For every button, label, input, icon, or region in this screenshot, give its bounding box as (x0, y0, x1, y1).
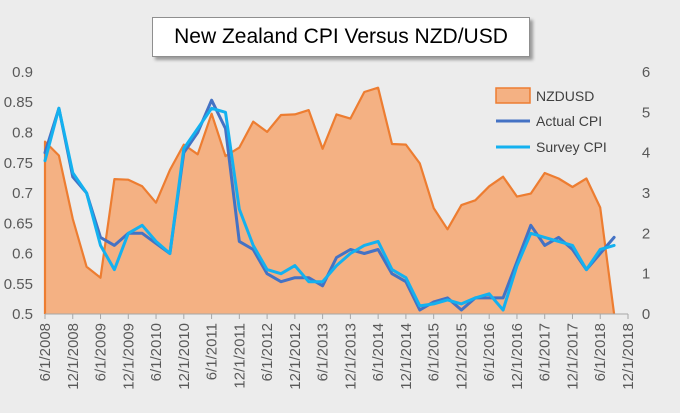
x-tick-label: 12/1/2014 (398, 323, 415, 390)
x-tick-label: 12/1/2009 (120, 323, 137, 390)
y-left-tick-label: 0.75 (4, 155, 33, 172)
x-tick-label: 6/1/2008 (37, 323, 54, 381)
nzdusd-area-fill (45, 87, 615, 314)
x-tick-label: 12/1/2015 (453, 323, 470, 390)
x-tick-label: 6/1/2015 (426, 323, 443, 381)
x-tick-label: 6/1/2018 (592, 323, 609, 381)
x-tick-label: 12/1/2017 (565, 323, 582, 390)
x-tick-label: 6/1/2014 (370, 323, 387, 381)
x-tick-label: 12/1/2012 (287, 323, 304, 390)
y-right-tick-label: 1 (642, 266, 650, 283)
y-left-tick-label: 0.7 (12, 185, 33, 202)
x-tick-label: 6/1/2017 (537, 323, 554, 381)
y-right-tick-label: 5 (642, 104, 650, 121)
chart-title-box: New Zealand CPI Versus NZD/USD (152, 17, 530, 57)
y-right-tick-label: 6 (642, 64, 650, 81)
y-right-tick-label: 4 (642, 145, 650, 162)
x-tick-label: 6/1/2010 (148, 323, 165, 381)
legend-label-nzdusd: NZDUSD (536, 88, 594, 104)
y-left-tick-label: 0.6 (12, 246, 33, 263)
x-tick-label: 6/1/2012 (259, 323, 276, 381)
x-tick-label: 6/1/2013 (315, 323, 332, 381)
survey-cpi-line (43, 106, 616, 312)
x-tick-label: 12/1/2011 (231, 323, 248, 389)
y-left-tick-label: 0.9 (12, 64, 33, 81)
y-right-tick-label: 3 (642, 185, 650, 202)
y-left-tick-label: 0.5 (12, 306, 33, 323)
x-tick-label: 12/1/2018 (620, 323, 637, 390)
x-tick-label: 6/1/2011 (204, 323, 221, 380)
legend-label-survey-cpi: Survey CPI (536, 139, 607, 155)
y-left-tick-label: 0.55 (4, 276, 33, 293)
legend-swatch-nzdusd (495, 87, 531, 104)
y-right-tick-label: 0 (642, 306, 650, 323)
x-tick-label: 12/1/2008 (65, 323, 82, 390)
chart-title: New Zealand CPI Versus NZD/USD (174, 25, 508, 48)
x-tick-label: 6/1/2009 (93, 323, 110, 381)
legend-label-actual-cpi: Actual CPI (536, 113, 602, 129)
y-left-tick-label: 0.8 (12, 125, 33, 142)
x-tick-label: 6/1/2016 (481, 323, 498, 381)
y-left-tick-label: 0.65 (4, 215, 33, 232)
nzdusd-area-line (43, 86, 616, 315)
y-left-tick-label: 0.85 (4, 94, 33, 111)
y-right-tick-label: 2 (642, 225, 650, 242)
x-tick-label: 12/1/2016 (509, 323, 526, 390)
x-tick-label: 12/1/2013 (342, 323, 359, 390)
x-tick-label: 12/1/2010 (176, 323, 193, 390)
